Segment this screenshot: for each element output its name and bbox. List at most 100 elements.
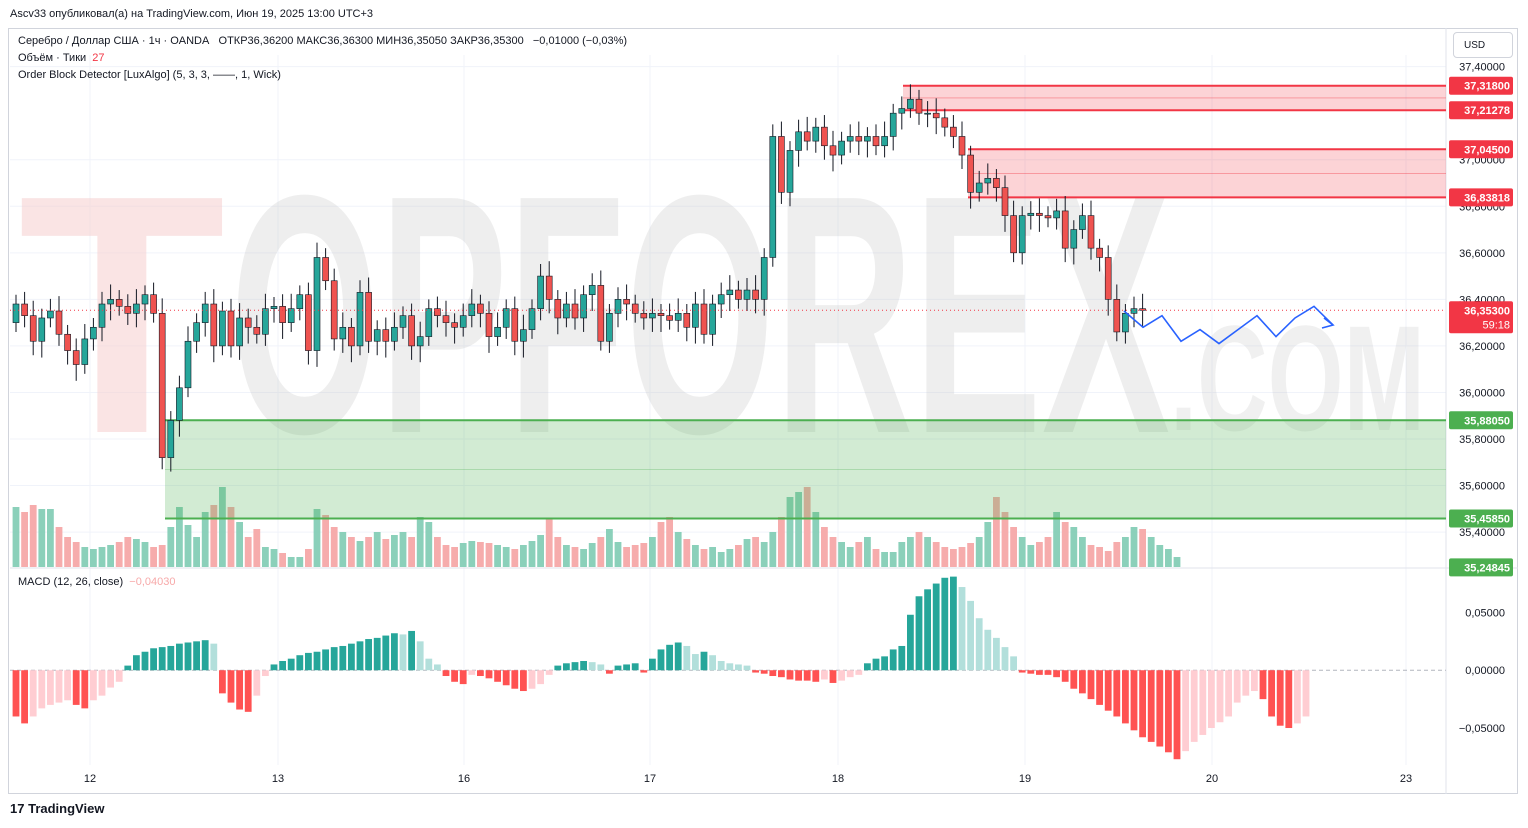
candle-body: [365, 292, 372, 342]
volume-bar: [184, 525, 192, 567]
macd-bar: [236, 670, 243, 710]
volume-bar: [726, 549, 734, 567]
volume-bar: [597, 537, 605, 567]
candles: [10, 84, 1446, 472]
volume-bar: [115, 542, 123, 567]
candle-body: [244, 317, 252, 328]
volume-bar: [864, 537, 871, 567]
candle-body: [752, 289, 759, 300]
candle-body: [881, 136, 888, 147]
forecast-line: [1123, 305, 1334, 345]
volume-bar: [1087, 545, 1095, 567]
candle-body: [201, 303, 209, 323]
volume-bar: [735, 545, 742, 567]
macd-bar: [382, 635, 390, 671]
price-label-text: 37,04500: [1464, 144, 1510, 156]
volume-bar: [219, 487, 226, 567]
candle-body: [958, 136, 966, 156]
candle-body: [262, 308, 269, 335]
volume-bar: [107, 545, 114, 567]
candle-body: [709, 303, 716, 335]
candle-body: [623, 299, 630, 305]
macd-bar: [563, 663, 570, 671]
macd-bar: [1199, 670, 1207, 735]
macd-bar: [64, 670, 71, 701]
macd-bar: [528, 670, 536, 689]
macd-bar: [889, 649, 897, 671]
volume-bar: [958, 547, 966, 567]
macd-bar: [614, 665, 622, 671]
time-axis: 12 13 16 17 18 19 20 23: [84, 773, 1412, 785]
macd-bar: [416, 641, 424, 671]
volume-bar: [365, 537, 372, 567]
macd-bar: [606, 670, 613, 674]
watermark-main: OPFOREX: [230, 125, 1171, 505]
macd-bar: [373, 637, 381, 671]
candle-body: [81, 338, 89, 365]
candle-body: [227, 310, 235, 347]
volume-bar: [451, 547, 458, 567]
volume-bar: [227, 507, 235, 567]
candle-body: [829, 145, 837, 156]
volume-bar: [98, 547, 106, 567]
volume-bar: [399, 532, 407, 567]
macd-bar: [821, 670, 828, 680]
macd-bar: [855, 670, 863, 675]
candle-body: [459, 315, 467, 328]
price-label-box: [1449, 188, 1513, 207]
currency-button[interactable]: USD: [1453, 32, 1513, 58]
legend-macd: MACD (12, 26, close) −0,04030: [18, 576, 175, 588]
macd-bar: [726, 663, 734, 671]
macd-bar: [107, 670, 114, 688]
candle-body: [47, 310, 54, 319]
volume-bar: [1165, 549, 1172, 567]
macd-bar: [1259, 670, 1267, 700]
macd-bar: [1018, 670, 1026, 673]
macd-bar: [133, 655, 140, 671]
volume-bar: [786, 497, 794, 567]
volume-bar: [373, 532, 381, 567]
volume-bar: [1018, 537, 1026, 567]
macd-bar: [55, 670, 63, 703]
candle-body: [72, 350, 80, 365]
macd-bar: [795, 670, 802, 681]
macd-bar: [1165, 670, 1172, 753]
volume-bar: [692, 545, 699, 567]
macd-bar: [597, 664, 605, 671]
volume-bar: [709, 547, 716, 567]
volume-bar: [64, 537, 71, 567]
footer-brand[interactable]: 17 TradingView: [10, 801, 104, 816]
price-label-box: [1449, 76, 1513, 95]
volume-bar: [442, 545, 450, 567]
candle-body: [373, 329, 381, 342]
candle-body: [339, 326, 347, 340]
volume-bar: [1173, 557, 1181, 567]
volume-bar: [201, 512, 209, 567]
macd-bar: [1233, 670, 1241, 703]
macd-bar: [477, 670, 484, 677]
candle-body: [778, 136, 785, 193]
candle-body: [571, 303, 579, 319]
volume-bar: [666, 517, 673, 567]
candle-body: [735, 289, 742, 300]
candle-body: [236, 317, 243, 347]
volume-bar: [1147, 537, 1155, 567]
volume-bar: [1070, 527, 1078, 567]
candle-body: [1113, 299, 1121, 333]
volume-bar: [81, 547, 89, 567]
candle-body: [1096, 247, 1103, 258]
macd-bar: [339, 645, 347, 671]
macd-bar: [29, 670, 37, 717]
macd-bar: [717, 660, 725, 671]
candle-body: [434, 308, 441, 316]
volume-bar: [236, 522, 243, 567]
macd-tick-label: 0,05000: [1465, 607, 1505, 619]
price-tick-label: 37,40000: [1459, 62, 1505, 74]
candle-body: [588, 285, 596, 296]
macd-bar: [554, 665, 562, 671]
macd-bar: [115, 670, 123, 682]
price-tick-label: 36,60000: [1459, 248, 1505, 260]
volume-bar: [382, 539, 390, 567]
volume-bar: [330, 527, 338, 567]
